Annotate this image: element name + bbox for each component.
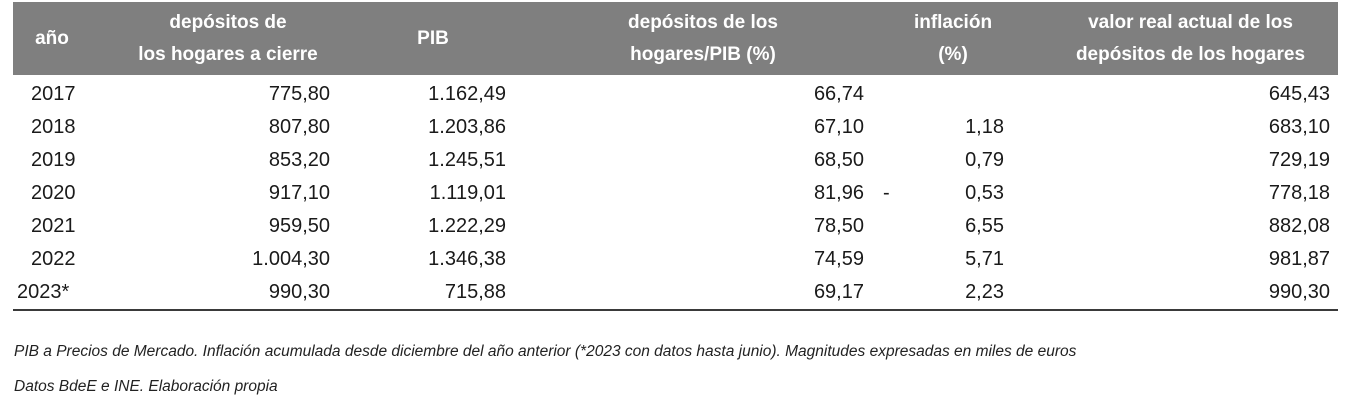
cell-deposits: 775,80 [268, 83, 330, 105]
cell-real-value: 683,10 [1268, 116, 1330, 138]
cell-deposits: 990,30 [268, 281, 330, 303]
table-row: 2021 959,50 1.222,29 78,50 6,55 882,08 [13, 210, 1338, 243]
cell-pib: 1.119,01 [429, 182, 506, 204]
cell-year: 2018 [31, 116, 76, 138]
header-inflation: inflación (%) [893, 2, 1013, 75]
header-deposits: depósitos de los hogares a cierre [113, 2, 343, 75]
cell-real-value: 990,30 [1268, 281, 1330, 303]
table-row: 2019 853,20 1.245,51 68,50 0,79 729,19 [13, 144, 1338, 177]
header-label: depósitos de los hogares [1075, 43, 1306, 65]
cell-inflation: 2,23 [965, 281, 1004, 303]
cell-inflation: 0,53 [965, 182, 1004, 204]
header-real-value: valor real actual de los depósitos de lo… [1043, 2, 1338, 75]
cell-ratio: 81,96 [813, 182, 864, 204]
cell-real-value: 882,08 [1268, 215, 1330, 237]
cell-pib: 1.245,51 [428, 149, 506, 171]
header-label: depósitos de los [628, 11, 778, 33]
cell-inflation: 1,18 [965, 116, 1004, 138]
cell-deposits: 959,50 [268, 215, 330, 237]
cell-ratio: 74,59 [813, 248, 864, 270]
header-label: hogares/PIB (%) [630, 43, 776, 65]
cell-deposits: 807,80 [268, 116, 330, 138]
cell-deposits: 1.004,30 [252, 248, 330, 270]
cell-pib: 1.203,86 [428, 116, 506, 138]
cell-year: 2023* [17, 281, 70, 303]
cell-real-value: 778,18 [1268, 182, 1330, 204]
cell-ratio: 78,50 [813, 215, 864, 237]
table-row: 2023* 990,30 715,88 69,17 2,23 990,30 [13, 276, 1338, 309]
cell-year: 2019 [31, 149, 76, 171]
footnote: PIB a Precios de Mercado. Inflación acum… [14, 343, 1077, 360]
cell-ratio: 68,50 [813, 149, 864, 171]
table-header: año depósitos de los hogares a cierre PI… [13, 2, 1338, 75]
table-row: 2022 1.004,30 1.346,38 74,59 5,71 981,87 [13, 243, 1338, 276]
header-label: depósitos de [169, 11, 287, 33]
cell-inflation: 5,71 [965, 248, 1004, 270]
cell-real-value: 981,87 [1268, 248, 1330, 270]
cell-deposits: 853,20 [268, 149, 330, 171]
cell-ratio: 67,10 [813, 116, 864, 138]
cell-pib: 1.162,49 [428, 83, 506, 105]
header-label: inflación [913, 11, 993, 33]
table-row: 2020 917,10 1.119,01 81,96 - 0,53 778,18 [13, 177, 1338, 210]
cell-deposits: 917,10 [268, 182, 330, 204]
cell-sign: - [883, 182, 890, 204]
cell-pib: 1.346,38 [428, 248, 506, 270]
header-label: valor real actual de los [1088, 11, 1293, 33]
header-pib: PIB [393, 2, 473, 75]
cell-year: 2022 [31, 248, 76, 270]
table-row: 2018 807,80 1.203,86 67,10 1,18 683,10 [13, 111, 1338, 144]
cell-year: 2020 [31, 182, 76, 204]
header-label: los hogares a cierre [138, 43, 318, 65]
cell-pib: 715,88 [444, 281, 506, 303]
cell-inflation: 6,55 [965, 215, 1004, 237]
header-ratio: depósitos de los hogares/PIB (%) [593, 2, 813, 75]
header-label: año [35, 27, 69, 49]
table-row: 2017 775,80 1.162,49 66,74 645,43 [13, 78, 1338, 111]
cell-ratio: 66,74 [813, 83, 864, 105]
cell-real-value: 729,19 [1268, 149, 1330, 171]
cell-year: 2021 [31, 215, 76, 237]
cell-year: 2017 [31, 83, 76, 105]
cell-pib: 1.222,29 [428, 215, 506, 237]
cell-ratio: 69,17 [813, 281, 864, 303]
cell-inflation: 0,79 [965, 149, 1004, 171]
header-label: PIB [417, 27, 449, 49]
source-note: Datos BdeE e INE. Elaboración propia [14, 378, 278, 395]
header-year: año [13, 2, 91, 75]
cell-real-value: 645,43 [1268, 83, 1330, 105]
header-label: (%) [938, 43, 968, 65]
table-body: 2017 775,80 1.162,49 66,74 645,43 2018 8… [13, 78, 1338, 311]
deposits-table: año depósitos de los hogares a cierre PI… [13, 2, 1338, 311]
